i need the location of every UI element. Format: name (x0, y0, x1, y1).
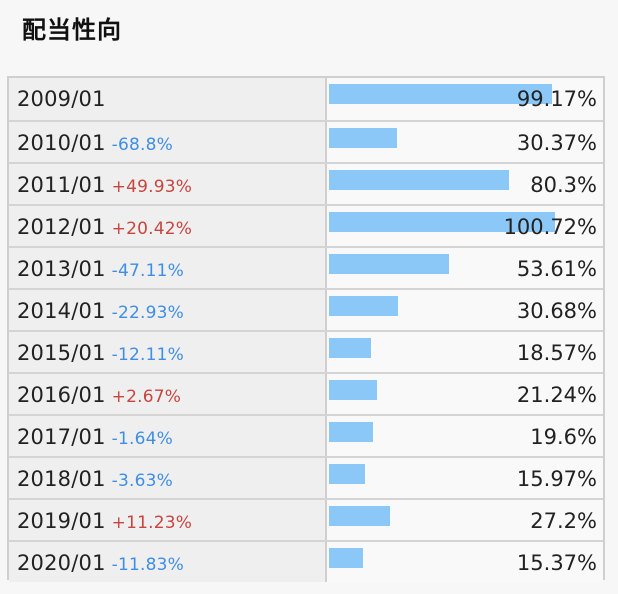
bar-cell: 15.97% (327, 458, 603, 498)
bar-cell: 15.37% (327, 542, 603, 582)
payout-bar (329, 548, 363, 568)
value-label: 100.72% (503, 215, 597, 239)
change-percent: +20.42% (111, 219, 193, 239)
date-text: 2015/01 (17, 341, 106, 365)
table-row: 2012/01 +20.42% 100.72% (9, 204, 603, 246)
date-text: 2014/01 (17, 299, 106, 323)
payout-bar (329, 296, 398, 316)
value-label: 15.37% (516, 551, 597, 575)
change-percent: -68.8% (111, 135, 173, 155)
change-percent: -1.64% (111, 429, 173, 449)
payout-bar (329, 170, 509, 190)
value-label: 30.37% (516, 131, 597, 155)
bar-cell: 53.61% (327, 248, 603, 288)
table-row: 2014/01 -22.93% 30.68% (9, 288, 603, 330)
year-label: 2009/01 (17, 87, 106, 111)
change-percent: -3.63% (111, 471, 173, 491)
change-percent: -11.83% (111, 555, 184, 575)
change-percent: +2.67% (111, 387, 182, 407)
date-text: 2017/01 (17, 425, 106, 449)
date-text: 2011/01 (17, 173, 106, 197)
table-row: 2019/01 +11.23% 27.2% (9, 498, 603, 540)
table-row: 2010/01 -68.8% 30.37% (9, 120, 603, 162)
year-label: 2013/01 -47.11% (17, 257, 184, 281)
payout-bar (329, 506, 390, 526)
bar-cell: 100.72% (327, 206, 603, 246)
year-label: 2016/01 +2.67% (17, 383, 181, 407)
year-cell: 2010/01 -68.8% (9, 122, 327, 162)
year-cell: 2014/01 -22.93% (9, 290, 327, 330)
bar-cell: 99.17% (327, 78, 603, 120)
year-cell: 2019/01 +11.23% (9, 500, 327, 540)
year-label: 2019/01 +11.23% (17, 509, 192, 533)
payout-bar (329, 128, 397, 148)
table-row: 2015/01 -12.11% 18.57% (9, 330, 603, 372)
date-text: 2020/01 (17, 551, 106, 575)
value-label: 21.24% (516, 383, 597, 407)
date-text: 2010/01 (17, 131, 106, 155)
value-label: 27.2% (530, 509, 597, 533)
date-text: 2012/01 (17, 215, 106, 239)
year-cell: 2011/01 +49.93% (9, 164, 327, 204)
date-text: 2019/01 (17, 509, 106, 533)
value-label: 99.17% (516, 87, 597, 111)
year-cell: 2012/01 +20.42% (9, 206, 327, 246)
table-row: 2017/01 -1.64% 19.6% (9, 414, 603, 456)
bar-cell: 21.24% (327, 374, 603, 414)
year-label: 2017/01 -1.64% (17, 425, 173, 449)
year-label: 2020/01 -11.83% (17, 551, 184, 575)
date-text: 2016/01 (17, 383, 106, 407)
year-cell: 2020/01 -11.83% (9, 542, 327, 582)
value-label: 53.61% (516, 257, 597, 281)
year-cell: 2018/01 -3.63% (9, 458, 327, 498)
payout-bar (329, 422, 373, 442)
value-label: 80.3% (530, 173, 597, 197)
value-label: 18.57% (516, 341, 597, 365)
year-label: 2014/01 -22.93% (17, 299, 184, 323)
payout-bar (329, 338, 371, 358)
year-label: 2010/01 -68.8% (17, 131, 173, 155)
date-text: 2013/01 (17, 257, 106, 281)
date-text: 2009/01 (17, 87, 106, 111)
payout-ratio-table: 2009/01 99.17% 2010/01 -68.8% 30.37% 2011/01 +… (7, 76, 605, 582)
year-cell: 2013/01 -47.11% (9, 248, 327, 288)
bar-cell: 30.37% (327, 122, 603, 162)
year-label: 2018/01 -3.63% (17, 467, 173, 491)
bar-cell: 18.57% (327, 332, 603, 372)
date-text: 2018/01 (17, 467, 106, 491)
table-row: 2009/01 99.17% (9, 78, 603, 120)
payout-bar (329, 84, 552, 104)
bar-cell: 27.2% (327, 500, 603, 540)
payout-bar (329, 254, 449, 274)
change-percent: -12.11% (111, 345, 184, 365)
payout-bar (329, 464, 365, 484)
change-percent: +11.23% (111, 513, 193, 533)
table-row: 2020/01 -11.83% 15.37% (9, 540, 603, 582)
payout-bar (329, 380, 377, 400)
year-label: 2015/01 -12.11% (17, 341, 184, 365)
value-label: 15.97% (516, 467, 597, 491)
value-label: 30.68% (516, 299, 597, 323)
change-percent: -22.93% (111, 303, 184, 323)
year-cell: 2015/01 -12.11% (9, 332, 327, 372)
value-label: 19.6% (530, 425, 597, 449)
bar-cell: 30.68% (327, 290, 603, 330)
year-cell: 2009/01 (9, 78, 327, 120)
year-cell: 2016/01 +2.67% (9, 374, 327, 414)
table-row: 2013/01 -47.11% 53.61% (9, 246, 603, 288)
bar-cell: 80.3% (327, 164, 603, 204)
change-percent: +49.93% (111, 177, 193, 197)
page-title: 配当性向 (22, 16, 122, 44)
year-label: 2011/01 +49.93% (17, 173, 192, 197)
table-row: 2011/01 +49.93% 80.3% (9, 162, 603, 204)
year-label: 2012/01 +20.42% (17, 215, 192, 239)
table-row: 2016/01 +2.67% 21.24% (9, 372, 603, 414)
payout-bar (329, 212, 555, 232)
table-row: 2018/01 -3.63% 15.97% (9, 456, 603, 498)
change-percent: -47.11% (111, 261, 184, 281)
year-cell: 2017/01 -1.64% (9, 416, 327, 456)
bar-cell: 19.6% (327, 416, 603, 456)
